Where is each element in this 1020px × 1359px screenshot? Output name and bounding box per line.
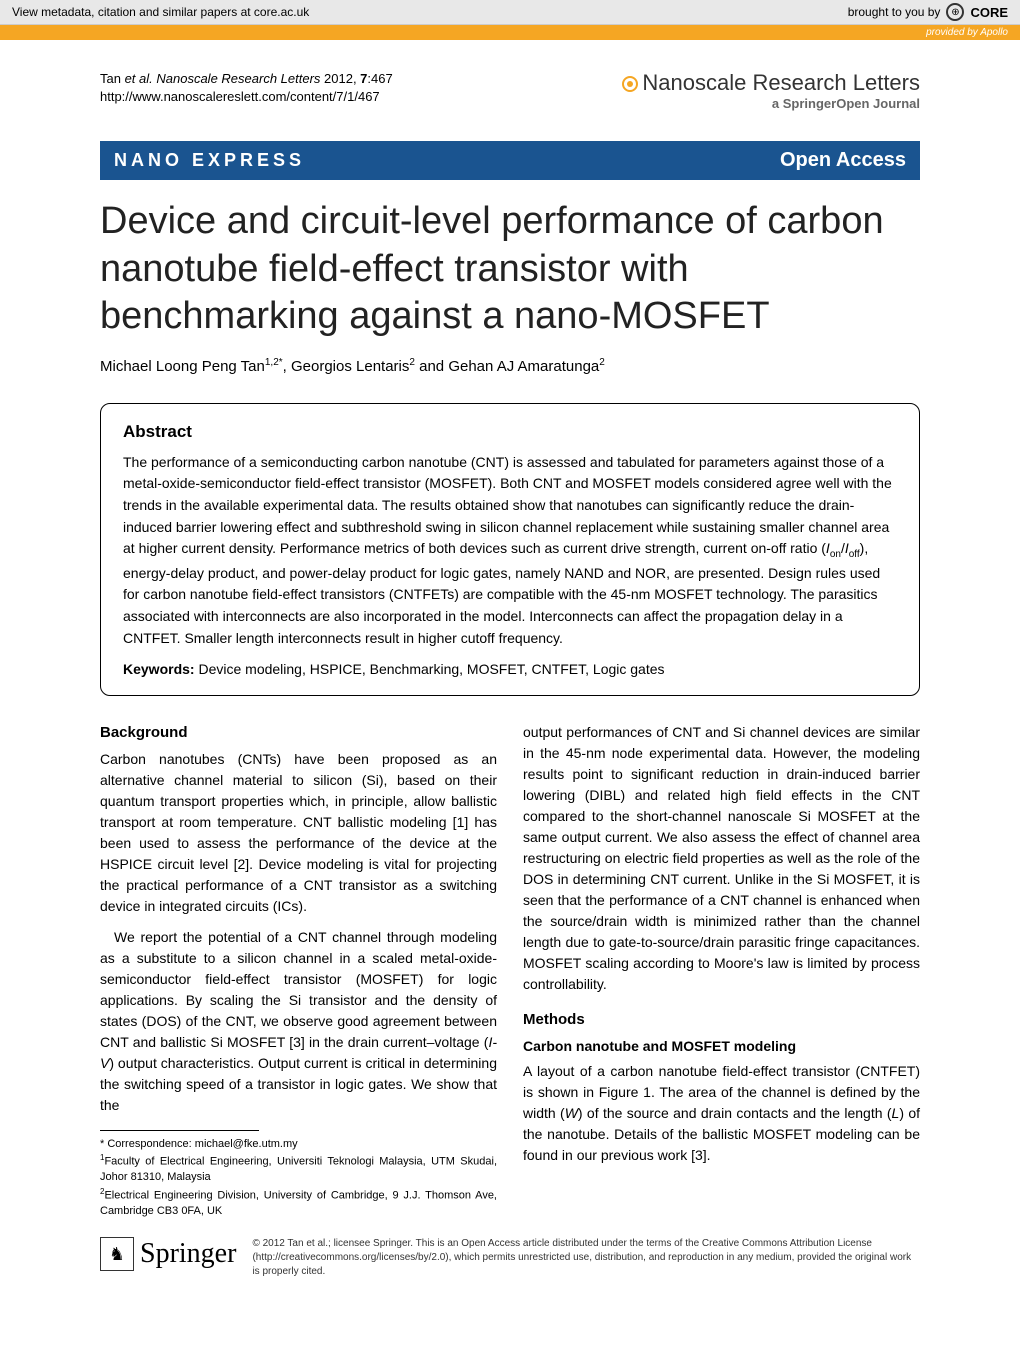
authors-line: Michael Loong Peng Tan1,2*, Georgios Len… xyxy=(100,357,920,375)
author-3-affil: 2 xyxy=(599,357,605,368)
right-p1: output performances of CNT and Si channe… xyxy=(523,722,920,995)
apollo-text: provided by Apollo xyxy=(926,27,1008,38)
author-3: and Gehan AJ Amaratunga xyxy=(415,358,599,375)
aff2-text: Electrical Engineering Division, Univers… xyxy=(100,1189,497,1216)
background-p2-b: ) output characteristics. Output current… xyxy=(100,1055,497,1113)
core-metadata-banner: View metadata, citation and similar pape… xyxy=(0,0,1020,25)
springer-horse-icon: ♞ xyxy=(100,1237,134,1271)
author-2: , Georgios Lentaris xyxy=(283,358,410,375)
license-text: © 2012 Tan et al.; licensee Springer. Th… xyxy=(252,1237,920,1279)
aff1-text: Faculty of Electrical Engineering, Unive… xyxy=(100,1156,497,1183)
methods-p1-b: ) of the source and drain contacts and t… xyxy=(578,1105,892,1121)
citation-journal: et al. Nanoscale Research Letters xyxy=(125,71,321,86)
springer-name: Springer xyxy=(140,1238,236,1270)
section-type-bar: NANO EXPRESS Open Access xyxy=(100,141,920,180)
author-1: Michael Loong Peng Tan xyxy=(100,358,265,375)
background-p2: We report the potential of a CNT channel… xyxy=(100,927,497,1116)
springer-logo: ♞ Springer xyxy=(100,1237,236,1271)
keywords-label: Keywords: xyxy=(123,661,198,677)
methods-p1: A layout of a carbon nanotube field-effe… xyxy=(523,1061,920,1166)
journal-name-text: Nanoscale Research Letters xyxy=(642,70,920,95)
citation-block: Tan et al. Nanoscale Research Letters 20… xyxy=(100,70,393,106)
abstract-heading: Abstract xyxy=(123,422,897,442)
left-column: Background Carbon nanotubes (CNTs) have … xyxy=(100,722,497,1219)
body-columns: Background Carbon nanotubes (CNTs) have … xyxy=(100,722,920,1219)
keywords-line: Keywords: Device modeling, HSPICE, Bench… xyxy=(123,661,897,677)
correspondence: * Correspondence: michael@fke.utm.my xyxy=(100,1137,497,1152)
abstract-ion-sub: on xyxy=(830,549,841,560)
author-1-affil: 1,2* xyxy=(265,357,283,368)
citation-page: :467 xyxy=(367,71,392,86)
license-row: ♞ Springer © 2012 Tan et al.; licensee S… xyxy=(100,1237,920,1279)
footnote-divider xyxy=(100,1130,259,1131)
journal-name: Nanoscale Research Letters xyxy=(622,70,920,96)
keywords-list: Device modeling, HSPICE, Benchmarking, M… xyxy=(198,661,664,677)
citation-year: 2012, xyxy=(320,71,360,86)
methods-heading: Methods xyxy=(523,1009,920,1032)
article-type-label: NANO EXPRESS xyxy=(114,150,305,171)
background-heading: Background xyxy=(100,722,497,745)
journal-ring-icon xyxy=(622,76,638,92)
abstract-box: Abstract The performance of a semiconduc… xyxy=(100,403,920,697)
brought-by-text: brought to you by xyxy=(848,5,941,19)
methods-subheading: Carbon nanotube and MOSFET modeling xyxy=(523,1036,920,1057)
abstract-part-1: The performance of a semiconducting carb… xyxy=(123,454,892,557)
core-banner-text[interactable]: View metadata, citation and similar pape… xyxy=(12,5,309,19)
core-logo-text[interactable]: CORE xyxy=(970,5,1008,20)
header-row: Tan et al. Nanoscale Research Letters 20… xyxy=(100,70,920,111)
footnotes-block: * Correspondence: michael@fke.utm.my 1Fa… xyxy=(100,1137,497,1219)
article-title: Device and circuit-level performance of … xyxy=(100,198,920,341)
core-icon: ⊕ xyxy=(946,3,964,21)
right-column: output performances of CNT and Si channe… xyxy=(523,722,920,1219)
open-access-label: Open Access xyxy=(780,149,906,172)
abstract-body: The performance of a semiconducting carb… xyxy=(123,452,897,650)
apollo-provider-banner: provided by Apollo xyxy=(0,25,1020,40)
background-p1: Carbon nanotubes (CNTs) have been propos… xyxy=(100,749,497,917)
affiliation-1: 1Faculty of Electrical Engineering, Univ… xyxy=(100,1152,497,1185)
citation-url[interactable]: http://www.nanoscalereslett.com/content/… xyxy=(100,88,393,106)
methods-w: W xyxy=(565,1105,578,1121)
affiliation-2: 2Electrical Engineering Division, Univer… xyxy=(100,1186,497,1219)
journal-logo-block: Nanoscale Research Letters a SpringerOpe… xyxy=(622,70,920,111)
background-p2-a: We report the potential of a CNT channel… xyxy=(100,929,497,1050)
abstract-ioff-sub: off xyxy=(849,549,860,560)
citation-author: Tan xyxy=(100,71,125,86)
journal-subtitle: a SpringerOpen Journal xyxy=(622,96,920,111)
